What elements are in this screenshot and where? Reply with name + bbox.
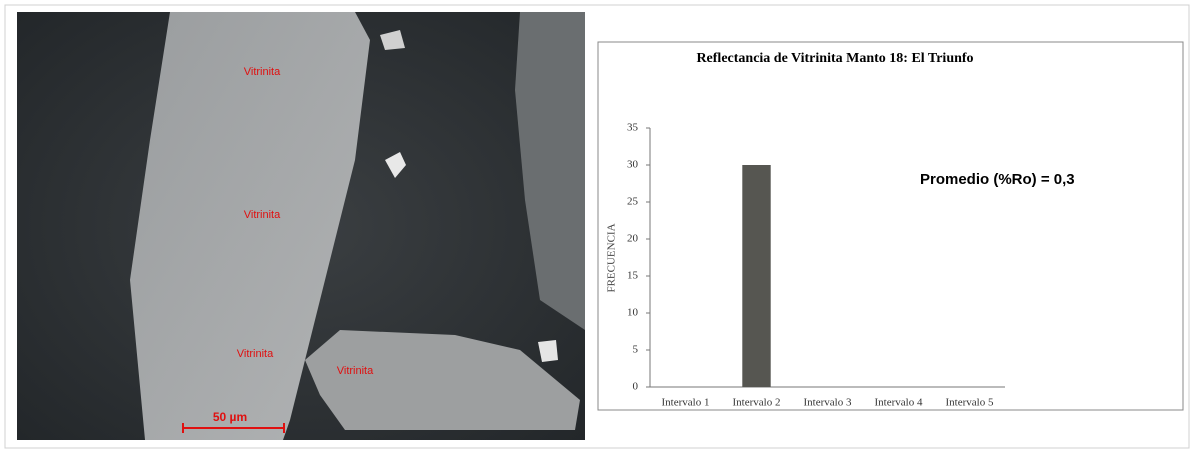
y-tick-label: 20: [627, 233, 639, 245]
y-tick-label: 10: [627, 307, 639, 319]
x-tick-label: Intervalo 5: [946, 397, 994, 409]
micrograph: Vitrinita Vitrinita Vitrinita Vitrinita …: [17, 12, 585, 440]
photo-label: Vitrinita: [337, 365, 374, 377]
photo-label: Vitrinita: [237, 348, 274, 360]
scale-bar-label: 50 µm: [213, 410, 247, 424]
y-axis-label: FRECUENCIA: [606, 223, 618, 292]
photo-label: Vitrinita: [244, 209, 281, 221]
x-tick-label: Intervalo 2: [733, 397, 781, 409]
y-tick-label: 0: [633, 381, 639, 393]
y-tick-label: 15: [627, 270, 639, 282]
y-tick-label: 30: [627, 159, 639, 171]
x-tick-label: Intervalo 1: [662, 397, 710, 409]
photo-label: Vitrinita: [244, 66, 281, 78]
y-tick-label: 35: [627, 122, 639, 134]
bar: [742, 165, 770, 387]
annotation: Promedio (%Ro) = 0,3: [920, 171, 1075, 188]
y-tick-label: 25: [627, 196, 639, 208]
x-tick-label: Intervalo 3: [804, 397, 852, 409]
chart-frame: [598, 42, 1183, 410]
screen: Vitrinita Vitrinita Vitrinita Vitrinita …: [0, 0, 1194, 454]
chart-title: Reflectancia de Vitrinita Manto 18: El T…: [696, 51, 973, 66]
chart: Reflectancia de Vitrinita Manto 18: El T…: [598, 42, 1183, 410]
x-tick-label: Intervalo 4: [875, 397, 923, 409]
y-tick-label: 5: [633, 344, 639, 356]
